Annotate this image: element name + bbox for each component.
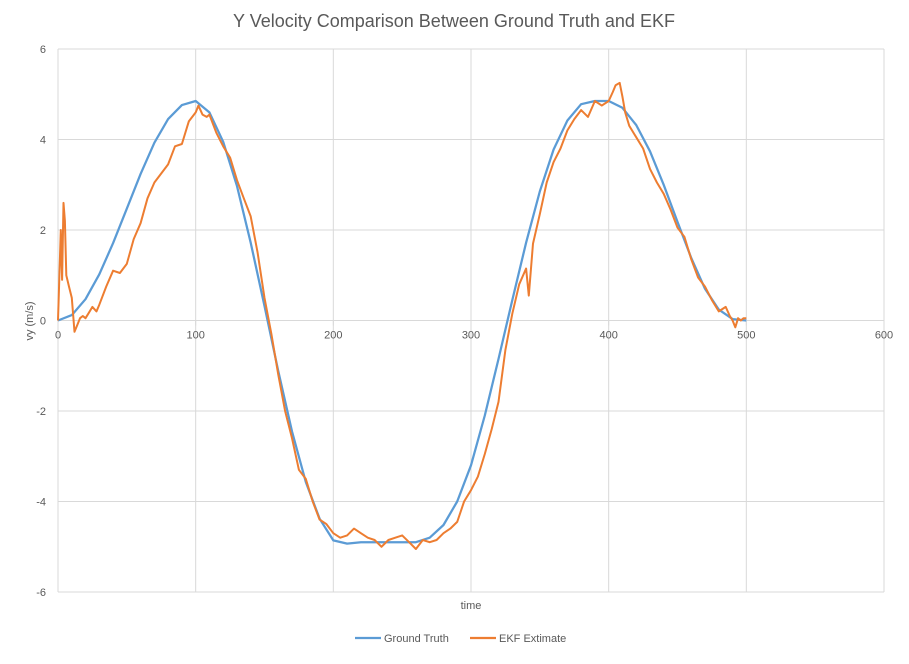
x-tick-label: 200	[324, 330, 342, 342]
x-tick-label: 500	[737, 330, 755, 342]
y-tick-label: -6	[36, 587, 46, 599]
legend-label: EKF Extimate	[499, 633, 566, 645]
y-tick-label: 0	[40, 316, 46, 328]
x-tick-label: 600	[875, 330, 893, 342]
x-tick-label: 400	[599, 330, 617, 342]
ekf-estimate-line	[57, 81, 747, 550]
x-tick-label: 0	[55, 330, 61, 342]
tick-labels: -6 -4 -2 0 2 4 6 0 100 200 300 400 500 600	[36, 44, 893, 599]
series-layer	[57, 81, 747, 550]
legend-label: Ground Truth	[384, 633, 449, 645]
y-tick-label: 2	[40, 225, 46, 237]
y-tick-label: 4	[40, 135, 46, 147]
grid	[58, 48, 885, 593]
x-tick-label: 300	[462, 330, 480, 342]
x-tick-label: 100	[186, 330, 204, 342]
y-tick-label: -4	[36, 497, 46, 509]
ground-truth-line	[57, 99, 747, 545]
legend: Ground Truth EKF Extimate	[355, 633, 566, 645]
x-axis-label: time	[461, 600, 482, 612]
chart-title: Y Velocity Comparison Between Ground Tru…	[233, 11, 675, 31]
y-tick-label: 6	[40, 44, 46, 56]
y-tick-label: -2	[36, 406, 46, 418]
y-axis-label: vy (m/s)	[24, 301, 36, 340]
